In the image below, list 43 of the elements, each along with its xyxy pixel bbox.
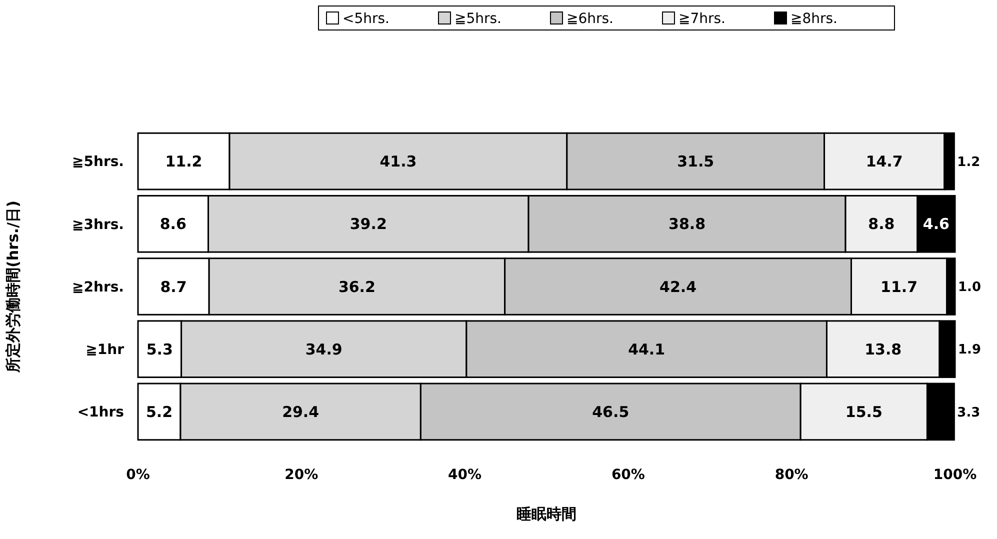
data-label: 5.2 (146, 402, 173, 421)
data-label: 8.8 (868, 215, 895, 234)
data-label: 34.9 (305, 340, 342, 358)
data-label: 4.6 (922, 215, 950, 234)
data-label: 1.9 (958, 342, 982, 358)
data-label: 29.4 (282, 402, 320, 421)
data-label: 42.4 (660, 278, 697, 296)
x-tick-label: 20% (284, 467, 318, 483)
data-label: 5.3 (146, 340, 173, 358)
y-tick-label: ≧2hrs. (72, 279, 124, 296)
data-label: 41.3 (380, 152, 417, 171)
data-label: 14.7 (866, 152, 903, 171)
data-label: 38.8 (668, 215, 706, 234)
data-label: 11.7 (880, 278, 918, 296)
data-label: 44.1 (628, 340, 666, 358)
x-tick-label: 80% (774, 467, 808, 483)
legend-label: <5hrs. (342, 10, 390, 27)
data-label: 31.5 (677, 152, 714, 171)
legend-label: ≧7hrs. (678, 10, 726, 27)
legend-label: ≧6hrs. (566, 10, 614, 27)
data-label: 1.0 (958, 280, 982, 296)
x-tick-label: 0% (126, 467, 150, 483)
y-tick-label: <1hrs (77, 404, 124, 421)
x-tick-label: 60% (611, 467, 645, 483)
data-label: 11.2 (165, 152, 202, 171)
y-tick-label: ≧5hrs. (72, 154, 124, 170)
x-tick-label: 40% (448, 467, 482, 483)
data-label: 8.6 (160, 215, 186, 234)
data-label: 8.7 (160, 278, 187, 296)
x-tick-label: 100% (933, 467, 977, 483)
data-label: 15.5 (845, 402, 882, 421)
data-label: 39.2 (350, 215, 387, 234)
x-axis-title: 睡眠時間 (516, 505, 576, 523)
data-label: 46.5 (592, 402, 630, 421)
y-tick-label: ≧1hr (86, 342, 124, 358)
data-label: 36.2 (338, 278, 376, 296)
legend-label: ≧5hrs. (454, 10, 502, 27)
data-label: 13.8 (864, 340, 902, 358)
legend-label: ≧8hrs. (790, 10, 838, 27)
y-axis-title: 所定外労働時間(hrs./日) (4, 200, 22, 374)
y-tick-label: ≧3hrs. (72, 216, 124, 233)
data-label: 3.3 (957, 405, 980, 420)
data-label: 1.2 (957, 154, 980, 170)
